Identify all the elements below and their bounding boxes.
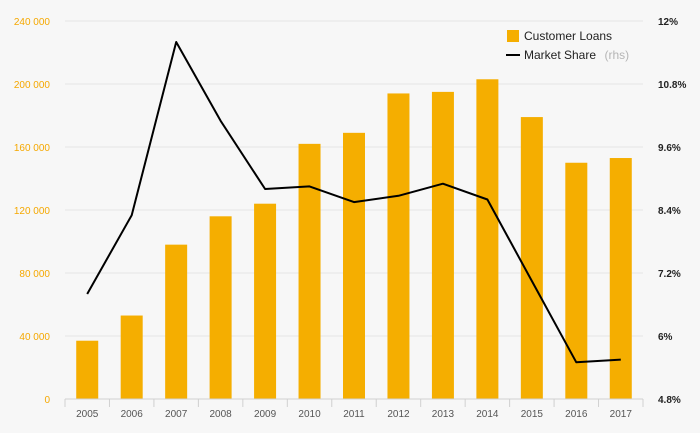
legend-label-market-share-note: (rhs) — [604, 48, 629, 62]
bar-customer-loans — [298, 143, 321, 399]
x-tick-label: 2017 — [610, 409, 633, 420]
bar-customer-loans — [476, 79, 499, 400]
y-left-tick-label: 200 000 — [14, 80, 51, 91]
y-left-tick-label: 40 000 — [19, 332, 50, 343]
legend-label-market-share-name: Market Share — [524, 48, 596, 62]
bar-customer-loans — [76, 340, 99, 399]
x-axis: 2005 2006 2007 2008 2009 2010 2011 2012 2013 2014… — [64, 398, 644, 420]
x-tick-label: 2016 — [565, 409, 588, 420]
y-right-tick-label: 4.8% — [658, 395, 681, 406]
x-tick-label: 2014 — [476, 409, 499, 420]
bars — [76, 79, 632, 400]
bar-customer-loans — [609, 158, 632, 399]
y-right-tick-label: 12% — [658, 17, 678, 28]
bar-customer-loans — [431, 91, 454, 399]
x-tick-label: 2009 — [254, 409, 277, 420]
legend-label-customer-loans: Customer Loans — [524, 29, 612, 43]
x-tick-label: 2012 — [387, 409, 410, 420]
bar-customer-loans — [165, 244, 188, 399]
y-left-tick-label: 160 000 — [14, 143, 51, 154]
y-right-tick-label: 6% — [658, 332, 673, 343]
x-tick-label: 2005 — [76, 409, 99, 420]
x-tick-label: 2011 — [343, 409, 365, 420]
market-share-line-group — [86, 41, 621, 364]
left-axis: 0 40 000 80 000 120 000 160 000 200 000 240 00… — [14, 17, 51, 406]
x-tick-label: 2006 — [121, 409, 144, 420]
bar-customer-loans — [565, 162, 588, 399]
legend-label-market-share: Market Share (rhs) — [524, 46, 629, 63]
legend: Customer Loans Market Share (rhs) — [506, 29, 629, 63]
right-axis: 4.8% 6% 7.2% 8.4% 9.6% 10.8% 12% — [658, 17, 686, 406]
y-left-tick-label: 120 000 — [14, 206, 51, 217]
bar-customer-loans — [254, 203, 277, 399]
bar-customer-loans — [120, 315, 143, 399]
y-left-tick-label: 0 — [44, 395, 50, 406]
bar-customer-loans — [209, 216, 232, 399]
bar-customer-loans — [387, 93, 410, 399]
y-right-tick-label: 9.6% — [658, 143, 681, 154]
y-left-tick-label: 240 000 — [14, 17, 51, 28]
x-tick-label: 2013 — [432, 409, 455, 420]
x-tick-label: 2007 — [165, 409, 188, 420]
y-right-tick-label: 7.2% — [658, 269, 681, 280]
x-tick-label: 2008 — [209, 409, 232, 420]
x-tick-label: 2010 — [298, 409, 321, 420]
bar-customer-loans — [343, 132, 365, 399]
legend-swatch-customer-loans — [507, 30, 519, 42]
bar-customer-loans — [520, 117, 543, 399]
x-tick-label: 2015 — [521, 409, 544, 420]
y-right-tick-label: 8.4% — [658, 206, 681, 217]
market-share-line — [86, 41, 621, 364]
y-left-tick-label: 80 000 — [19, 269, 50, 280]
y-right-tick-label: 10.8% — [658, 80, 686, 91]
